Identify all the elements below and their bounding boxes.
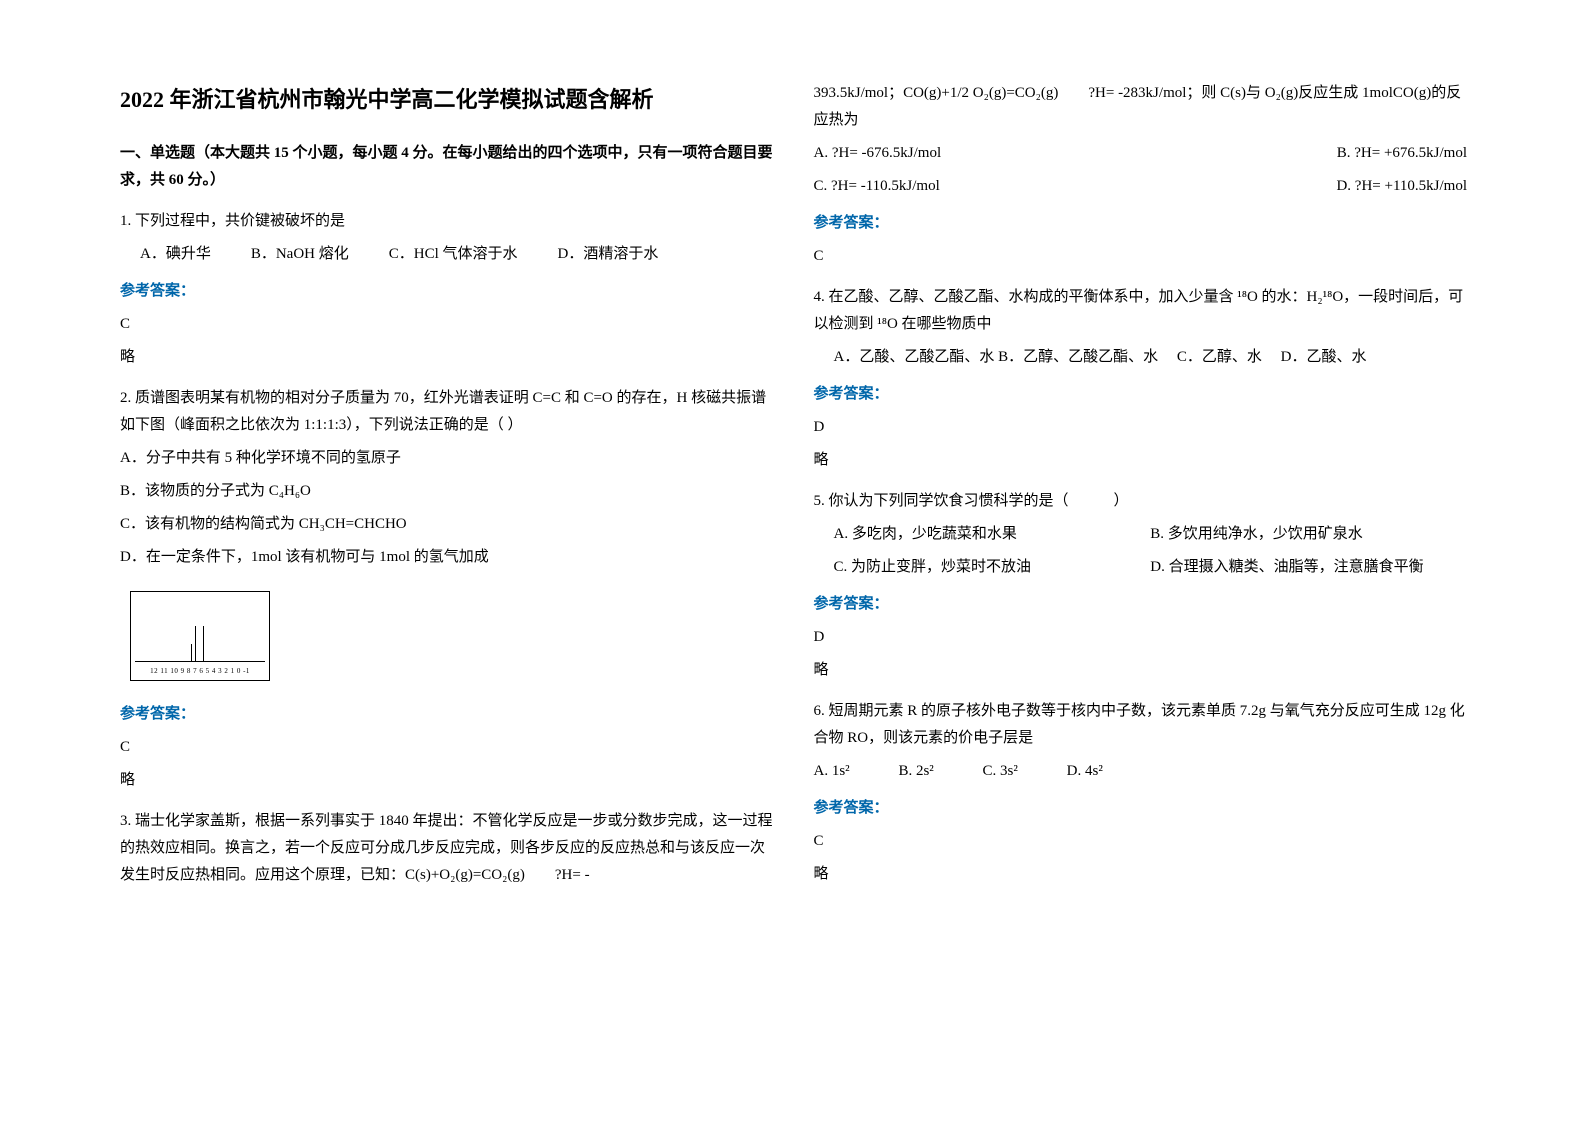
q4-option-b: B．乙醇、乙酸乙酯、水 (998, 349, 1158, 365)
nmr-axis-label: 12 11 10 9 8 7 6 5 4 3 2 1 0 -1 (131, 665, 269, 678)
question-3-text-part1: 3. 瑞士化学家盖斯，根据一系列事实于 1840 年提出：不管化学反应是一步或分… (120, 808, 774, 889)
q5-options-row2: C. 为防止变胖，炒菜时不放油 D. 合理摄入糖类、油脂等，注意膳食平衡 (834, 554, 1468, 581)
q1-option-d: D．酒精溶于水 (558, 241, 659, 268)
q1-option-c: C．HCl 气体溶于水 (389, 241, 518, 268)
question-4-text: 4. 在乙酸、乙醇、乙酸乙酯、水构成的平衡体系中，加入少量含 ¹⁸O 的水：H₂… (814, 284, 1468, 338)
question-6-text: 6. 短周期元素 R 的原子核外电子数等于核内中子数，该元素单质 7.2g 与氧… (814, 698, 1468, 752)
q6-option-c: C. 3s² (983, 763, 1018, 779)
q3-option-b: B. ?H= +676.5kJ/mol (1337, 140, 1467, 167)
q5-option-b: B. 多饮用纯净水，少饮用矿泉水 (1150, 521, 1467, 548)
nmr-baseline (135, 661, 265, 662)
q5-answer: D (814, 624, 1468, 651)
q4-option-d: D．乙酸、水 (1281, 349, 1367, 365)
q6-option-d: D. 4s² (1067, 763, 1103, 779)
q3-answer-label: 参考答案： (814, 210, 1468, 237)
nmr-peak (191, 644, 192, 662)
question-2-text: 2. 质谱图表明某有机物的相对分子质量为 70，红外光谱表证明 C=C 和 C=… (120, 385, 774, 439)
q2-option-d: D．在一定条件下，1mol 该有机物可与 1mol 的氢气加成 (120, 544, 774, 571)
q5-options-row1: A. 多吃肉，少吃蔬菜和水果 B. 多饮用纯净水，少饮用矿泉水 (834, 521, 1468, 548)
nmr-peak (203, 626, 204, 662)
q6-answer-label: 参考答案： (814, 795, 1468, 822)
q1-note: 略 (120, 344, 774, 371)
q1-option-a: A．碘升华 (140, 241, 211, 268)
q6-options: A. 1s² B. 2s² C. 3s² D. 4s² (814, 758, 1468, 785)
question-1-text: 1. 下列过程中，共价键被破坏的是 (120, 208, 774, 235)
q4-answer: D (814, 414, 1468, 441)
q3-answer: C (814, 243, 1468, 270)
nmr-peak (195, 626, 196, 662)
q6-note: 略 (814, 861, 1468, 888)
q3-option-a: A. ?H= -676.5kJ/mol (814, 140, 942, 167)
q5-note: 略 (814, 657, 1468, 684)
q2-option-c: C．该有机物的结构简式为 CH₃CH=CHCHO (120, 511, 774, 538)
section-1-header: 一、单选题（本大题共 15 个小题，每小题 4 分。在每小题给出的四个选项中，只… (120, 140, 774, 194)
q2-note: 略 (120, 767, 774, 794)
q3-option-c: C. ?H= -110.5kJ/mol (814, 173, 940, 200)
q4-answer-label: 参考答案： (814, 381, 1468, 408)
q4-note: 略 (814, 447, 1468, 474)
q3-option-d: D. ?H= +110.5kJ/mol (1336, 173, 1467, 200)
q2-answer: C (120, 734, 774, 761)
left-column: 2022 年浙江省杭州市翰光中学高二化学模拟试题含解析 一、单选题（本大题共 1… (100, 80, 794, 1042)
q6-option-b: B. 2s² (898, 763, 933, 779)
question-3-text-part2: 393.5kJ/mol；CO(g)+1/2 O₂(g)=CO₂(g) ?H= -… (814, 80, 1468, 134)
question-1-options: A．碘升华 B．NaOH 熔化 C．HCl 气体溶于水 D．酒精溶于水 (140, 241, 774, 268)
q4-option-c: C．乙醇、水 (1177, 349, 1262, 365)
q4-option-a: A．乙酸、乙酸乙酯、水 (834, 349, 995, 365)
nmr-box: 12 11 10 9 8 7 6 5 4 3 2 1 0 -1 (130, 591, 270, 681)
q2-option-b: B．该物质的分子式为 C₄H₆O (120, 478, 774, 505)
q6-answer: C (814, 828, 1468, 855)
q5-answer-label: 参考答案： (814, 591, 1468, 618)
q2-answer-label: 参考答案： (120, 701, 774, 728)
right-column: 393.5kJ/mol；CO(g)+1/2 O₂(g)=CO₂(g) ?H= -… (794, 80, 1488, 1042)
q3-options-row1: A. ?H= -676.5kJ/mol B. ?H= +676.5kJ/mol (814, 140, 1468, 167)
question-5-text: 5. 你认为下列同学饮食习惯科学的是（ ） (814, 488, 1468, 515)
q4-options: A．乙酸、乙酸乙酯、水 B．乙醇、乙酸乙酯、水 C．乙醇、水 D．乙酸、水 (834, 344, 1468, 371)
q5-option-a: A. 多吃肉，少吃蔬菜和水果 (834, 521, 1151, 548)
q1-option-b: B．NaOH 熔化 (251, 241, 349, 268)
q6-option-a: A. 1s² (814, 763, 850, 779)
q1-answer: C (120, 311, 774, 338)
q1-answer-label: 参考答案： (120, 278, 774, 305)
q5-option-c: C. 为防止变胖，炒菜时不放油 (834, 554, 1151, 581)
q5-option-d: D. 合理摄入糖类、油脂等，注意膳食平衡 (1150, 554, 1467, 581)
q3-options-row2: C. ?H= -110.5kJ/mol D. ?H= +110.5kJ/mol (814, 173, 1468, 200)
document-title: 2022 年浙江省杭州市翰光中学高二化学模拟试题含解析 (120, 80, 774, 120)
q2-option-a: A．分子中共有 5 种化学环境不同的氢原子 (120, 445, 774, 472)
nmr-spectrum-figure: 12 11 10 9 8 7 6 5 4 3 2 1 0 -1 (130, 591, 774, 681)
